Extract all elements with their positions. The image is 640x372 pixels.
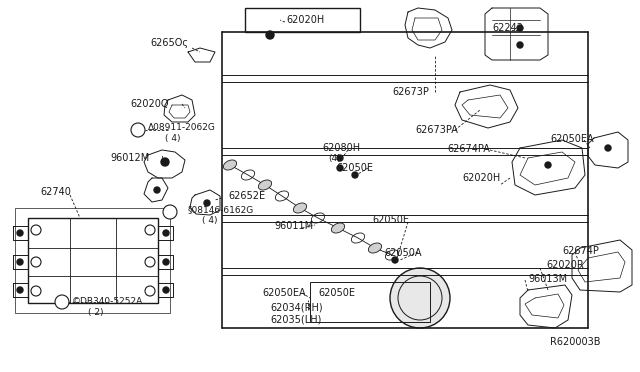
Text: 62020R: 62020R	[546, 260, 584, 270]
Text: 62050EA: 62050EA	[550, 134, 594, 144]
Circle shape	[131, 123, 145, 137]
Bar	[15, 208, 170, 313]
Text: 62050E: 62050E	[372, 215, 409, 225]
Text: §08146-6162G: §08146-6162G	[188, 205, 254, 215]
Circle shape	[163, 230, 169, 236]
Text: 62050A: 62050A	[384, 248, 422, 258]
Text: 62673P: 62673P	[392, 87, 429, 97]
Circle shape	[517, 25, 523, 31]
Circle shape	[17, 230, 23, 236]
Text: ( 2): ( 2)	[88, 308, 104, 317]
Text: 96011M: 96011M	[274, 221, 313, 231]
Circle shape	[17, 287, 23, 293]
Text: 62674P: 62674P	[562, 246, 599, 256]
Circle shape	[145, 257, 155, 267]
Ellipse shape	[369, 243, 381, 253]
Circle shape	[17, 259, 23, 265]
Text: N: N	[135, 127, 141, 133]
Text: 62740: 62740	[40, 187, 71, 197]
Bar	[310, 282, 430, 322]
Circle shape	[545, 162, 551, 168]
Circle shape	[605, 145, 611, 151]
Ellipse shape	[259, 180, 271, 190]
Text: 62020H: 62020H	[286, 15, 324, 25]
Circle shape	[145, 225, 155, 235]
Text: 96013M: 96013M	[528, 274, 567, 284]
Circle shape	[145, 286, 155, 296]
Circle shape	[204, 200, 210, 206]
Text: 62035(LH): 62035(LH)	[270, 315, 321, 325]
Circle shape	[337, 165, 343, 171]
Text: S: S	[168, 209, 173, 215]
Ellipse shape	[293, 203, 307, 213]
Circle shape	[517, 42, 523, 48]
Text: ©DB340-5252A: ©DB340-5252A	[72, 298, 143, 307]
Ellipse shape	[332, 223, 344, 233]
Text: 62050EA: 62050EA	[262, 288, 306, 298]
Circle shape	[154, 187, 160, 193]
Text: Δ08911-2062G: Δ08911-2062G	[148, 122, 216, 131]
Circle shape	[392, 257, 398, 263]
Circle shape	[55, 295, 69, 309]
Text: 62080H: 62080H	[322, 143, 360, 153]
Text: 62034(RH): 62034(RH)	[270, 303, 323, 313]
Circle shape	[163, 287, 169, 293]
Text: 96012M: 96012M	[110, 153, 149, 163]
Text: 62050E: 62050E	[336, 163, 373, 173]
Text: (4): (4)	[328, 154, 340, 164]
Text: 6265Oς: 6265Oς	[150, 38, 188, 48]
Text: 62673PA: 62673PA	[415, 125, 458, 135]
Text: ( 4): ( 4)	[165, 134, 180, 142]
Circle shape	[163, 259, 169, 265]
Text: 62652E: 62652E	[228, 191, 265, 201]
Circle shape	[31, 257, 41, 267]
Bar	[245, 8, 360, 32]
Circle shape	[163, 205, 177, 219]
Text: 62674PA: 62674PA	[447, 144, 490, 154]
Circle shape	[352, 172, 358, 178]
Circle shape	[266, 31, 274, 39]
Text: S: S	[60, 299, 65, 305]
Circle shape	[161, 158, 169, 166]
Circle shape	[31, 286, 41, 296]
Text: R620003B: R620003B	[550, 337, 600, 347]
Text: 62242: 62242	[492, 23, 523, 33]
Text: ( 4): ( 4)	[202, 217, 218, 225]
Text: 62020H: 62020H	[462, 173, 500, 183]
Circle shape	[337, 155, 343, 161]
Bar	[28, 218, 158, 303]
Text: 62050E: 62050E	[318, 288, 355, 298]
Text: 62020Q: 62020Q	[130, 99, 168, 109]
Ellipse shape	[223, 160, 237, 170]
Circle shape	[390, 268, 450, 328]
Circle shape	[31, 225, 41, 235]
